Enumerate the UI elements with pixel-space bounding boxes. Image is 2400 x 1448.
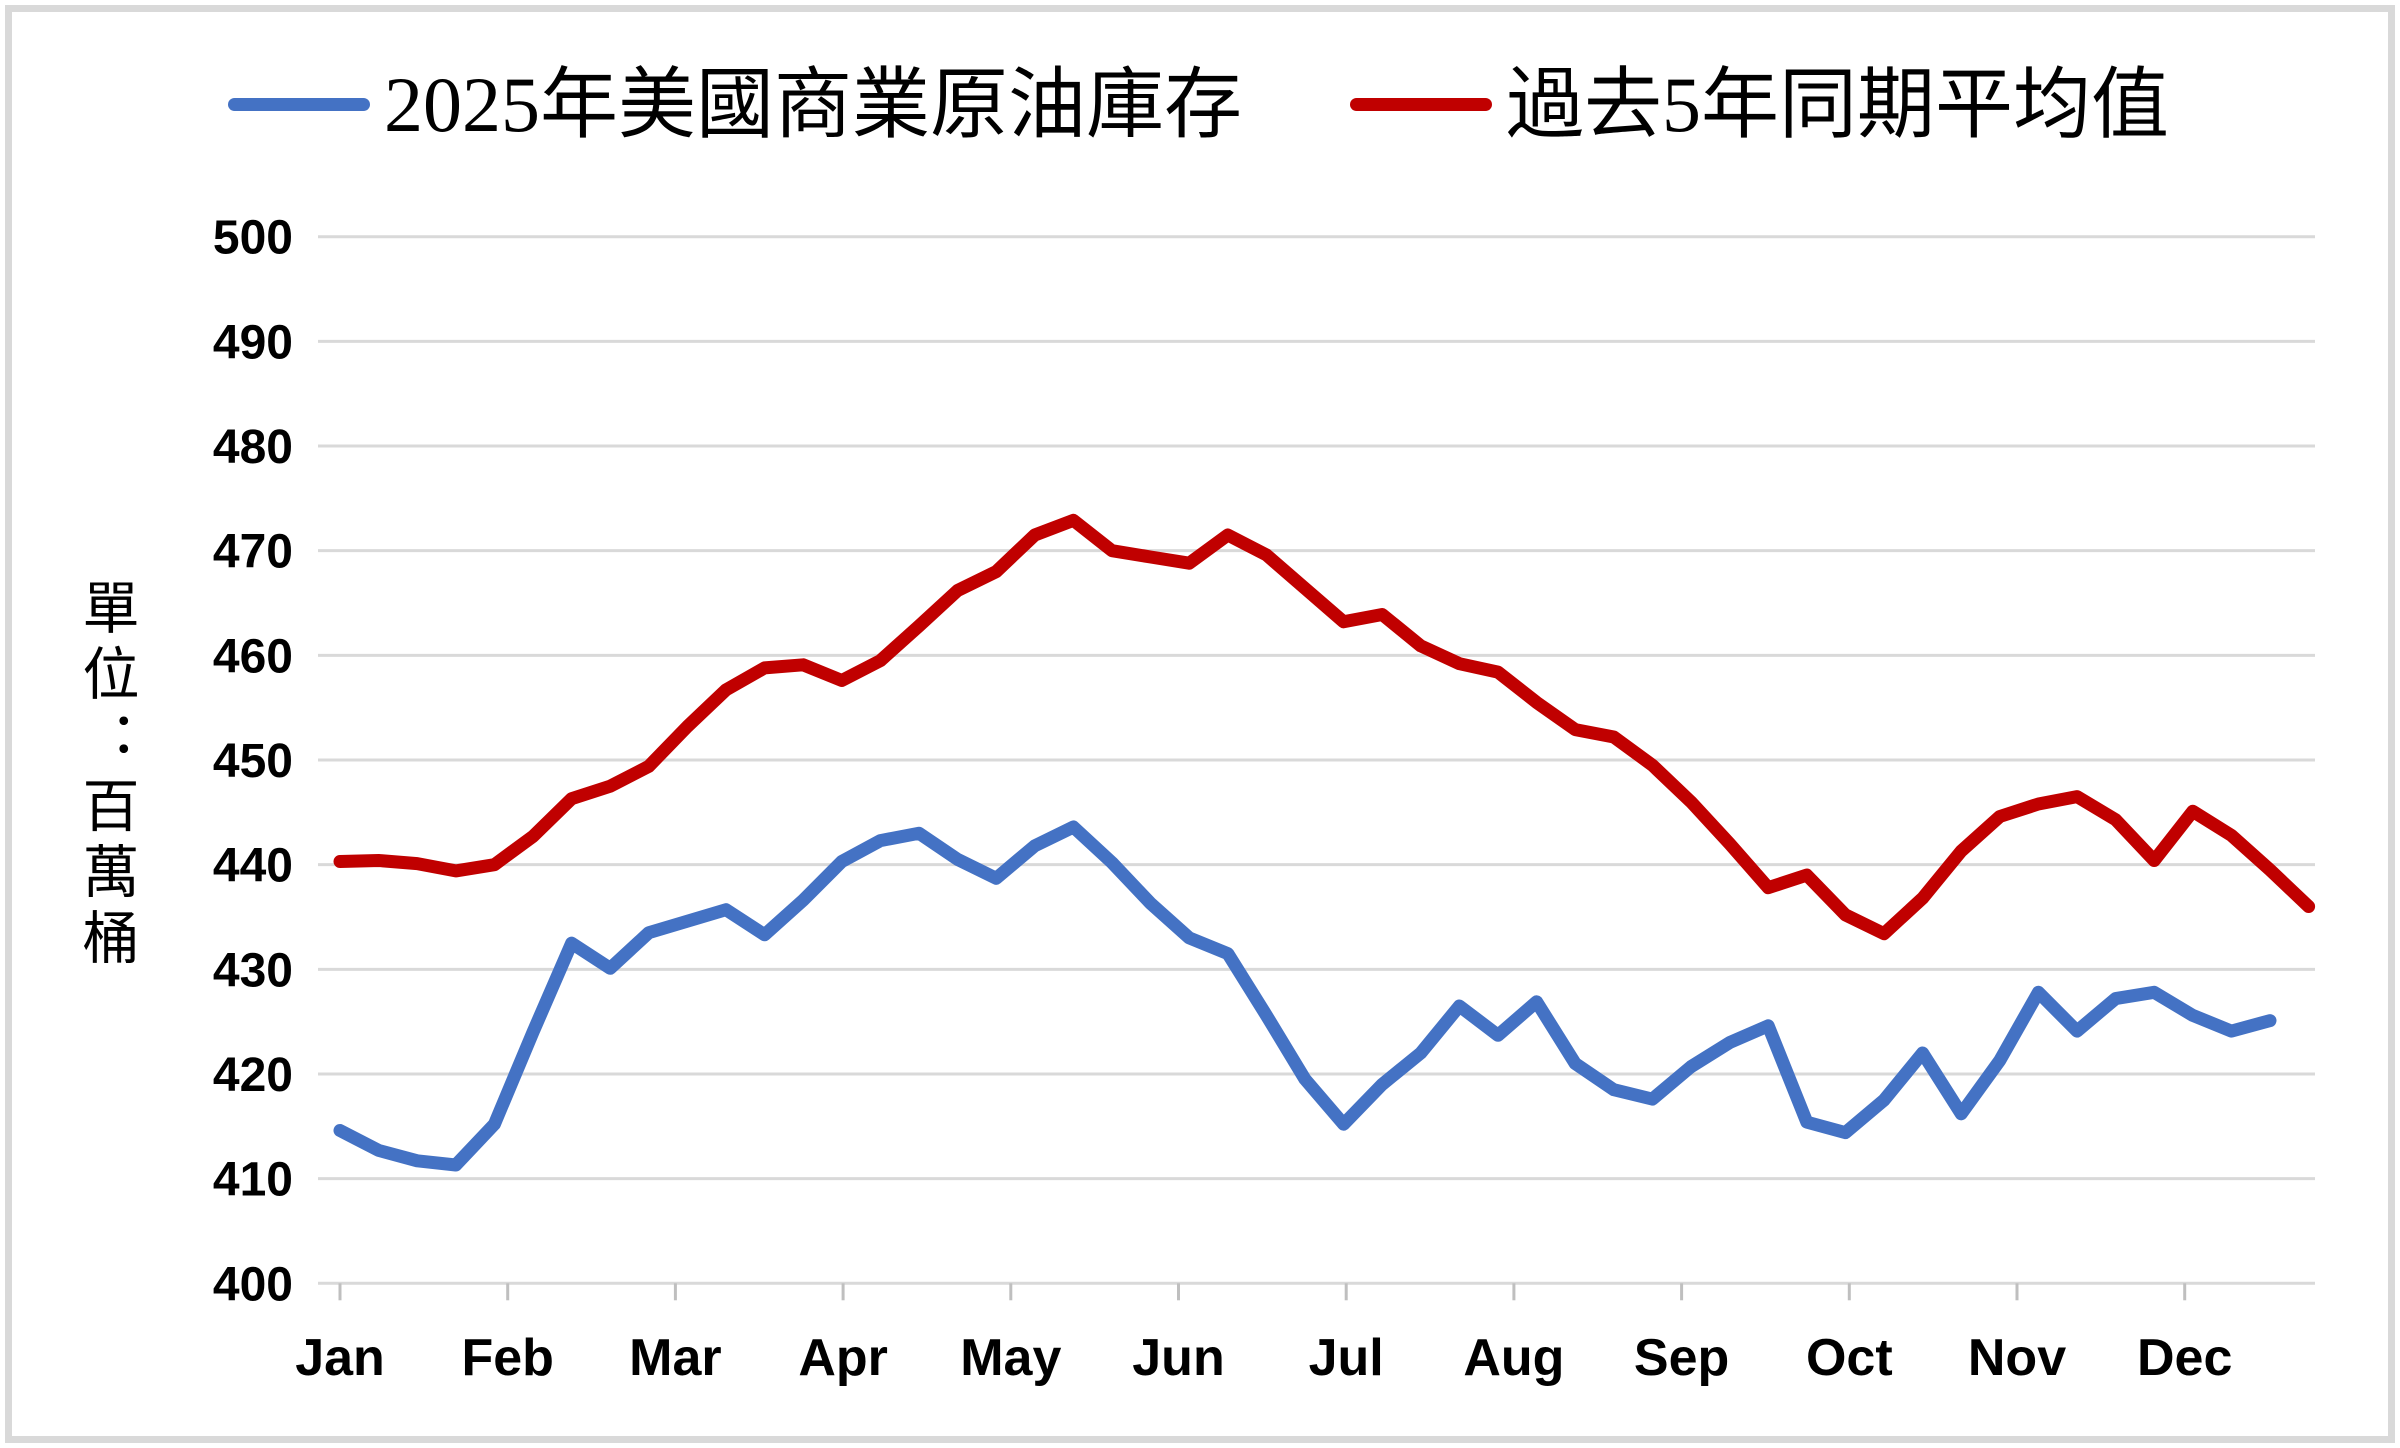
y-tick-label: 430 — [213, 944, 293, 997]
y-tick-label: 480 — [213, 421, 293, 474]
month-label: Nov — [1968, 1329, 2066, 1387]
legend-line-sample-2025 — [228, 98, 370, 111]
month-label: May — [960, 1329, 1061, 1387]
y-tick-label: 410 — [213, 1154, 293, 1207]
month-label: Jan — [295, 1329, 385, 1387]
month-label: Jul — [1309, 1329, 1384, 1387]
month-label: Oct — [1806, 1329, 1893, 1387]
month-label: Aug — [1463, 1329, 1564, 1387]
y-tick-label: 450 — [213, 735, 293, 788]
y-tick-label: 470 — [213, 526, 293, 579]
y-tick-label: 420 — [213, 1049, 293, 1102]
month-label: Dec — [2137, 1329, 2232, 1387]
y-tick-label: 400 — [213, 1258, 293, 1311]
month-label: Sep — [1634, 1329, 1729, 1387]
y-axis-unit-label: 單位：百萬桶 — [74, 578, 137, 974]
month-label: Apr — [798, 1329, 888, 1387]
legend-item-5yr-avg: 過去5年同期平均值 — [1350, 52, 2169, 157]
month-label: Feb — [461, 1329, 553, 1387]
month-label: Mar — [629, 1329, 721, 1387]
y-tick-label: 490 — [213, 316, 293, 369]
legend-item-2025: 2025年美國商業原油庫存 — [228, 52, 1242, 157]
month-label: Jun — [1132, 1329, 1224, 1387]
series-line-5yr-avg — [333, 513, 2316, 941]
y-tick-label: 440 — [213, 840, 293, 893]
legend-label-5yr-avg: 過去5年同期平均值 — [1506, 60, 2170, 148]
legend-line-sample-5yr-avg — [1350, 98, 1492, 111]
y-tick-label: 500 — [213, 212, 293, 265]
legend-label-2025: 2025年美國商業原油庫存 — [384, 60, 1243, 148]
y-tick-label: 460 — [213, 630, 293, 683]
series-line-2025 — [333, 820, 2277, 1172]
